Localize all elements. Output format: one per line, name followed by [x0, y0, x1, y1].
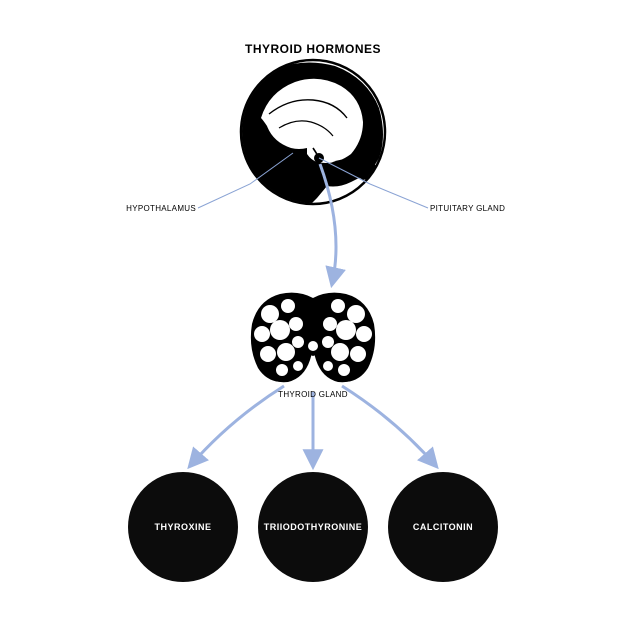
- thyroid-gland-icon: [248, 290, 378, 385]
- hormone-thyroxine: THYROXINE: [128, 472, 238, 582]
- thyroid-gland-label: THYROID GLAND: [278, 390, 348, 399]
- hormone-label: CALCITONIN: [413, 522, 473, 532]
- hormone-calcitonin: CALCITONIN: [388, 472, 498, 582]
- hormone-label: TRIIODOTHYRONINE: [264, 522, 363, 532]
- hormone-label: THYROXINE: [154, 522, 211, 532]
- hormone-triiodothyronine: TRIIODOTHYRONINE: [258, 472, 368, 582]
